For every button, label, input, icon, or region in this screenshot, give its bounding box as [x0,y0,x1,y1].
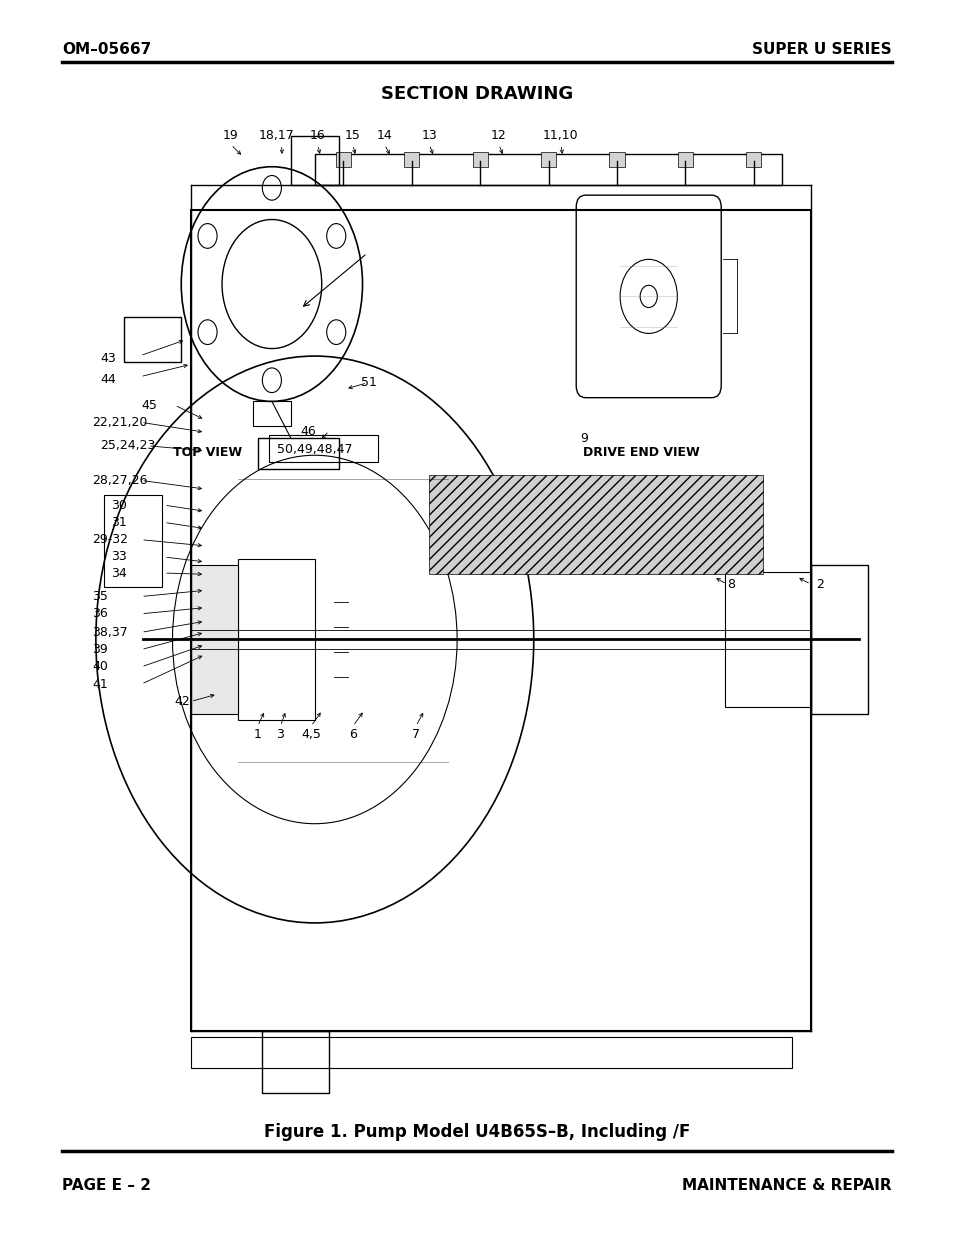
Bar [724,572,810,708]
Text: DRIVE END VIEW: DRIVE END VIEW [582,446,699,458]
Bar [810,566,867,714]
Text: 38,37: 38,37 [92,626,128,638]
Text: SECTION DRAWING: SECTION DRAWING [380,85,573,103]
Text: 15: 15 [345,130,360,142]
Text: 29-32: 29-32 [92,534,129,546]
Bar [335,152,351,167]
Text: 19: 19 [223,130,238,142]
Bar [404,152,419,167]
Text: Figure 1. Pump Model U4B65S–B, Including /F: Figure 1. Pump Model U4B65S–B, Including… [264,1124,689,1141]
Bar [429,475,762,574]
Text: 8: 8 [726,578,734,590]
Bar [540,152,556,167]
Text: 44: 44 [100,373,116,385]
Bar [191,566,238,714]
Text: 16: 16 [310,130,325,142]
Text: 46: 46 [300,425,316,437]
Bar [257,438,338,469]
Text: 6: 6 [349,729,356,741]
Bar [677,152,692,167]
Text: 25,24,23: 25,24,23 [100,440,155,452]
Text: 40: 40 [92,661,109,673]
Text: 50,49,48,47: 50,49,48,47 [276,443,352,456]
Text: 33: 33 [111,551,127,563]
Text: TOP VIEW: TOP VIEW [173,446,242,458]
Bar [124,317,181,362]
Bar [191,1037,791,1068]
Text: 18,17: 18,17 [258,130,294,142]
Text: SUPER U SERIES: SUPER U SERIES [752,42,891,57]
Text: PAGE E – 2: PAGE E – 2 [62,1178,151,1193]
Text: 45: 45 [141,399,157,411]
Text: 41: 41 [92,678,109,690]
Text: 35: 35 [92,590,109,603]
Text: 3: 3 [276,729,284,741]
Text: MAINTENANCE & REPAIR: MAINTENANCE & REPAIR [681,1178,891,1193]
Bar [253,401,291,426]
Bar [314,154,781,185]
Text: 14: 14 [376,130,392,142]
Bar [262,1031,329,1093]
Text: 30: 30 [111,499,127,511]
Text: 43: 43 [100,352,116,364]
Text: 42: 42 [174,695,191,708]
Text: 36: 36 [92,608,109,620]
Text: OM–05667: OM–05667 [62,42,152,57]
Text: 1: 1 [253,729,261,741]
Text: 39: 39 [92,643,109,656]
Text: 2: 2 [815,578,822,590]
Text: 4,5: 4,5 [301,729,320,741]
Text: 7: 7 [412,729,419,741]
Text: 22,21,20: 22,21,20 [92,416,148,429]
Text: 31: 31 [111,516,127,529]
Text: 12: 12 [491,130,506,142]
Bar [472,152,487,167]
Bar [291,136,338,185]
Text: 13: 13 [421,130,436,142]
Text: 11,10: 11,10 [542,130,578,142]
Text: 28,27,26: 28,27,26 [92,474,148,487]
Bar [191,210,810,1031]
Text: 9: 9 [579,432,587,445]
Text: 34: 34 [111,567,127,579]
Text: 51: 51 [360,377,376,389]
Bar [238,559,314,720]
Bar [609,152,624,167]
Bar [745,152,760,167]
